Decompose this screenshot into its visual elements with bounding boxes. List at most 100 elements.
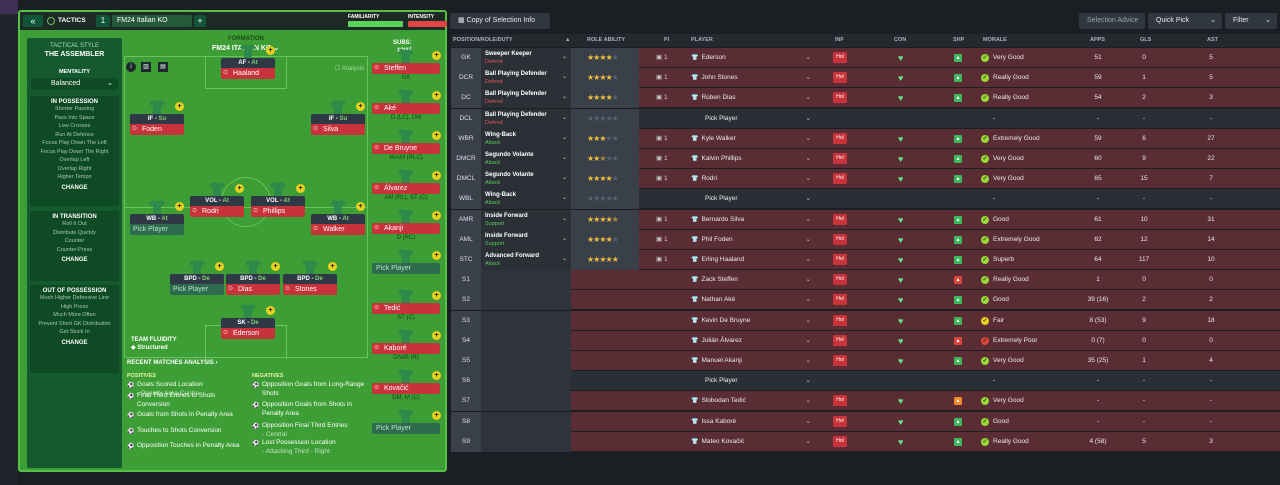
player-select[interactable]: 👕 Ederson ⌄ — [691, 48, 813, 68]
role-duty-cell[interactable]: Advanced Forward Attack ⌄ — [481, 250, 571, 270]
role-duty-cell[interactable]: Ball Playing Defender Defend ⌄ — [481, 88, 571, 109]
add-tactic-button[interactable]: + — [194, 15, 206, 27]
position-cell[interactable]: S3 — [451, 310, 481, 331]
add-instruction-icon[interactable]: + — [432, 331, 441, 340]
add-instruction-icon[interactable]: + — [432, 91, 441, 100]
add-instruction-icon[interactable]: + — [432, 371, 441, 380]
player-role-duty[interactable]: AF - At — [221, 58, 275, 68]
player-select[interactable]: 👕 John Stones ⌄ — [691, 68, 813, 88]
position-cell[interactable]: DMCR — [451, 149, 481, 169]
sub-name[interactable]: Akanji — [372, 223, 440, 234]
player-name[interactable]: Foden — [130, 124, 184, 135]
add-instruction-icon[interactable]: + — [175, 102, 184, 111]
table-row[interactable]: DMCR Segundo Volante Attack ⌄ ★★★★★ ▣ 1 👕 Kalvi… — [451, 149, 1280, 169]
player-role-duty[interactable]: WB - At — [130, 214, 184, 224]
player-select[interactable]: 👕 Bernardo Silva ⌄ — [691, 210, 813, 230]
filter-button[interactable]: Filter ⌄ — [1225, 13, 1277, 29]
add-instruction-icon[interactable]: + — [266, 46, 275, 55]
copy-selection-info-button[interactable]: ▦ Copy of Selection Info — [450, 13, 550, 29]
add-instruction-icon[interactable]: + — [432, 291, 441, 300]
player-select[interactable]: 👕 Nathan Aké ⌄ — [691, 290, 813, 310]
sub-name[interactable]: Álvarez — [372, 183, 440, 194]
table-row[interactable]: WBL Wing-Back Attack ⌄ ★★★★★ Pick Player ⌄ - - - - — [451, 189, 1280, 210]
player-role-duty[interactable]: VOL - At — [251, 196, 305, 206]
player-card[interactable]: WB - At Pick Player — [130, 214, 184, 235]
player-select[interactable]: 👕 Julián Álvarez ⌄ — [691, 331, 813, 351]
col-position[interactable]: POSITION/ROLE/DUTY — [453, 37, 513, 43]
tactic-name-select[interactable]: FM24 Italian KO — [112, 15, 192, 27]
col-role-ability[interactable]: ROLE ABILITY — [587, 37, 625, 43]
col-shp[interactable]: SHP — [953, 37, 965, 43]
position-cell[interactable]: GK — [451, 48, 481, 68]
role-duty-cell[interactable]: Inside Forward Support ⌄ — [481, 229, 571, 250]
table-row[interactable]: S7 👕 Slobodan Tedić ⌄ Hol ♥ ▴ ✓ Very Good - - - — [451, 391, 1280, 412]
table-row[interactable]: GK Sweeper Keeper Defend ⌄ ★★★★★ ▣ 1 👕 Ederson ⌄… — [451, 48, 1280, 68]
analysis-title[interactable]: RECENT MATCHES ANALYSIS › — [127, 360, 218, 366]
col-ast[interactable]: AST — [1207, 37, 1218, 43]
position-cell[interactable]: DCR — [451, 68, 481, 89]
add-instruction-icon[interactable]: + — [271, 262, 280, 271]
sub-name[interactable]: Steffen — [372, 63, 440, 74]
sub-name[interactable]: Kaboré — [372, 343, 440, 354]
player-instructions-icon[interactable]: ▣ 1 — [656, 155, 668, 162]
add-instruction-icon[interactable]: + — [432, 211, 441, 220]
table-row[interactable]: DCL Ball Playing Defender Defend ⌄ ★★★★★ Pick… — [451, 108, 1280, 129]
role-duty-cell[interactable]: Inside Forward Support ⌄ — [481, 209, 571, 230]
player-select[interactable]: 👕 Kyle Walker ⌄ — [691, 129, 813, 149]
player-card[interactable]: WB - AtWalker — [311, 214, 365, 235]
player-card[interactable]: BPD - De Pick Player — [170, 274, 224, 295]
mentality-select[interactable]: Balanced ⌄ — [31, 78, 118, 90]
player-role-duty[interactable]: IF - Su — [311, 114, 365, 124]
add-instruction-icon[interactable]: + — [175, 202, 184, 211]
col-morale[interactable]: MORALE — [983, 37, 1007, 43]
player-select[interactable]: Pick Player ⌄ — [691, 371, 813, 391]
sub-player[interactable]: Pick Player — [372, 423, 440, 434]
add-instruction-icon[interactable]: + — [356, 102, 365, 111]
table-row[interactable]: WBR Wing-Back Attack ⌄ ★★★★★ ▣ 1 👕 Kyle Walker ⌄… — [451, 128, 1280, 149]
add-instruction-icon[interactable]: + — [235, 184, 244, 193]
in-possession-change-button[interactable]: CHANGE — [61, 184, 88, 191]
out-of-possession-change-button[interactable]: CHANGE — [61, 339, 88, 346]
player-instructions-icon[interactable]: ▣ 1 — [656, 74, 668, 82]
player-name[interactable]: Pick Player — [130, 224, 184, 235]
table-row[interactable]: AMR Inside Forward Support ⌄ ★★★★★ ▣ 1 👕 Bernar… — [451, 209, 1280, 230]
col-con[interactable]: CON — [894, 37, 907, 43]
add-instruction-icon[interactable]: + — [432, 131, 441, 140]
player-name[interactable]: Stones — [283, 284, 337, 295]
sub-name[interactable]: Pick Player — [372, 263, 440, 274]
position-cell[interactable]: AMR — [451, 209, 481, 230]
player-name[interactable]: Haaland — [221, 68, 275, 79]
player-select[interactable]: 👕 Manuel Akanji ⌄ — [691, 351, 813, 371]
tactic-slot[interactable]: 1 — [96, 15, 110, 27]
player-select[interactable]: 👕 Rodri ⌄ — [691, 169, 813, 189]
player-role-duty[interactable]: BPD - De — [170, 274, 224, 284]
player-card[interactable]: BPD - DeDias — [226, 274, 280, 295]
position-cell[interactable]: S4 — [451, 330, 481, 351]
table-row[interactable]: S8 👕 Issa Kaboré ⌄ Hol ♥ ▴ ✓ Good - - - — [451, 411, 1280, 432]
player-select[interactable]: 👕 Phil Foden ⌄ — [691, 230, 813, 250]
in-transition-change-button[interactable]: CHANGE — [61, 257, 88, 263]
table-row[interactable]: S1 👕 Zack Steffen ⌄ Hol ♥ ▴ ✓ Really Good 1 0 0 — [451, 270, 1280, 291]
add-instruction-icon[interactable]: + — [328, 262, 337, 271]
position-cell[interactable]: WBL — [451, 189, 481, 210]
position-cell[interactable]: S2 — [451, 290, 481, 311]
player-role-duty[interactable]: BPD - De — [226, 274, 280, 284]
selection-advice-button[interactable]: Selection Advice — [1079, 13, 1145, 29]
add-instruction-icon[interactable]: + — [432, 411, 441, 420]
role-duty-cell[interactable]: Segundo Volante Attack ⌄ — [481, 169, 571, 190]
player-select[interactable]: 👕 Rúben Dias ⌄ — [691, 88, 813, 108]
position-cell[interactable]: S6 — [451, 371, 481, 392]
player-card[interactable]: VOL - AtPhillips — [251, 196, 305, 217]
player-name[interactable]: Walker — [311, 224, 365, 235]
pitch-view-icon[interactable]: ▤ — [158, 62, 168, 72]
player-name[interactable]: Silva — [311, 124, 365, 135]
position-cell[interactable]: S5 — [451, 351, 481, 371]
position-cell[interactable]: S7 — [451, 391, 481, 412]
table-row[interactable]: S4 👕 Julián Álvarez ⌄ Hol ♥ ▴ ✓ Extremely Poor 0 … — [451, 330, 1280, 351]
position-cell[interactable]: S1 — [451, 270, 481, 291]
player-select[interactable]: 👕 Issa Kaboré ⌄ — [691, 412, 813, 432]
